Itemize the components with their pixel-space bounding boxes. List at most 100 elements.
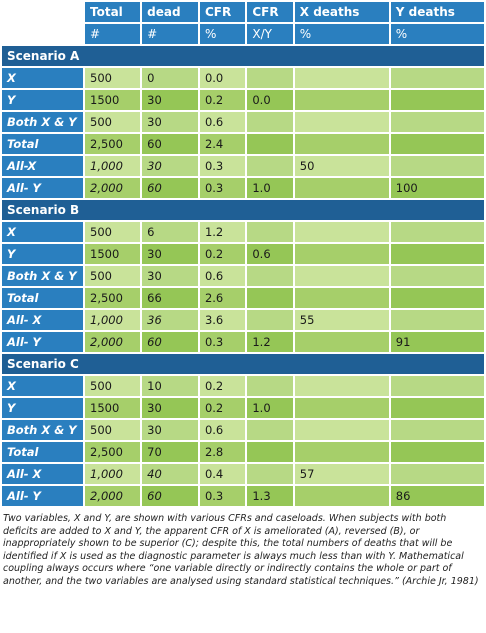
table-row: Y 1500 30 0.2 0.0: [2, 90, 484, 110]
cell-y-deaths: [390, 266, 484, 286]
cell-cfr: 0.6: [199, 112, 246, 132]
cell-cfr: 3.6: [199, 310, 246, 330]
cell-cfr: 2.8: [199, 442, 246, 462]
cell-dead: 60: [142, 178, 198, 198]
table-row: All- Y 2,000 60 0.3 1.3 86: [2, 486, 484, 506]
cell-x-deaths: [294, 222, 389, 242]
cell-ratio: [247, 266, 293, 286]
cell-total: 1500: [85, 244, 141, 264]
header-y-deaths: Y deaths: [390, 2, 484, 22]
cell-cfr: 0.6: [199, 420, 246, 440]
cell-cfr: 2.6: [199, 288, 246, 308]
row-label: All- Y: [2, 332, 83, 352]
cell-ratio: [247, 134, 293, 154]
cell-dead: 30: [142, 244, 198, 264]
cell-dead: 30: [142, 90, 198, 110]
units-row: # # % X/Y % %: [2, 24, 484, 44]
cell-dead: 30: [142, 112, 198, 132]
units-corner: [2, 24, 83, 44]
unit-dead: #: [142, 24, 198, 44]
cell-total: 1500: [85, 90, 141, 110]
table-caption: Two variables, X and Y, are shown with v…: [3, 513, 479, 587]
header-cfr: CFR: [199, 2, 246, 22]
cell-y-deaths: [390, 222, 484, 242]
cell-y-deaths: [390, 442, 484, 462]
header-dead: dead: [142, 2, 198, 22]
cell-ratio: [247, 222, 293, 242]
cell-cfr: 0.3: [199, 156, 246, 176]
row-label: All- Y: [2, 486, 83, 506]
cell-dead: 6: [142, 222, 198, 242]
cell-dead: 10: [142, 376, 198, 396]
cell-y-deaths: [390, 398, 484, 418]
cell-total: 2,500: [85, 442, 141, 462]
cell-dead: 66: [142, 288, 198, 308]
row-label: Both X & Y: [2, 266, 83, 286]
cell-y-deaths: [390, 420, 484, 440]
header-cfr-ratio: CFR: [247, 2, 293, 22]
scenario-title: Scenario B: [2, 200, 484, 220]
header-total: Total: [85, 2, 141, 22]
table-row: Total 2,500 60 2.4: [2, 134, 484, 154]
cell-y-deaths: [390, 156, 484, 176]
cell-y-deaths: [390, 376, 484, 396]
cell-dead: 70: [142, 442, 198, 462]
cell-x-deaths: [294, 486, 389, 506]
cell-dead: 60: [142, 134, 198, 154]
cell-x-deaths: [294, 68, 389, 88]
table-row: X 500 6 1.2: [2, 222, 484, 242]
cell-y-deaths: [390, 134, 484, 154]
cell-y-deaths: [390, 90, 484, 110]
cell-y-deaths: [390, 464, 484, 484]
row-label: Y: [2, 398, 83, 418]
table-row: Total 2,500 70 2.8: [2, 442, 484, 462]
row-label: Total: [2, 288, 83, 308]
cell-ratio: [247, 156, 293, 176]
cell-total: 2,000: [85, 332, 141, 352]
row-label: All- X: [2, 464, 83, 484]
cell-total: 500: [85, 420, 141, 440]
cell-y-deaths: 86: [390, 486, 484, 506]
cell-total: 2,500: [85, 134, 141, 154]
row-label: All-X: [2, 156, 83, 176]
cell-x-deaths: [294, 420, 389, 440]
cell-cfr: 0.2: [199, 90, 246, 110]
row-label: Total: [2, 134, 83, 154]
cell-x-deaths: 55: [294, 310, 389, 330]
cell-dead: 0: [142, 68, 198, 88]
cell-ratio: 1.0: [247, 398, 293, 418]
cell-ratio: 0.0: [247, 90, 293, 110]
cell-total: 500: [85, 222, 141, 242]
cell-x-deaths: 57: [294, 464, 389, 484]
cell-x-deaths: [294, 90, 389, 110]
cell-cfr: 0.6: [199, 266, 246, 286]
cell-total: 1,000: [85, 464, 141, 484]
cell-total: 500: [85, 112, 141, 132]
cell-y-deaths: [390, 244, 484, 264]
table-row: Y 1500 30 0.2 0.6: [2, 244, 484, 264]
cell-dead: 30: [142, 398, 198, 418]
header-corner: [2, 2, 83, 22]
cell-ratio: [247, 376, 293, 396]
cell-cfr: 0.0: [199, 68, 246, 88]
table-row: Total 2,500 66 2.6: [2, 288, 484, 308]
cell-x-deaths: [294, 134, 389, 154]
cell-y-deaths: [390, 112, 484, 132]
cell-y-deaths: [390, 288, 484, 308]
table-row: All- Y 2,000 60 0.3 1.0 100: [2, 178, 484, 198]
unit-total: #: [85, 24, 141, 44]
cell-cfr: 0.2: [199, 244, 246, 264]
cell-total: 500: [85, 68, 141, 88]
header-x-deaths: X deaths: [294, 2, 389, 22]
table-row: Both X & Y 500 30 0.6: [2, 112, 484, 132]
table-row: All- Y 2,000 60 0.3 1.2 91: [2, 332, 484, 352]
cell-cfr: 1.2: [199, 222, 246, 242]
cell-x-deaths: [294, 178, 389, 198]
cell-dead: 36: [142, 310, 198, 330]
cell-cfr: 0.2: [199, 376, 246, 396]
row-label: Both X & Y: [2, 112, 83, 132]
cell-dead: 60: [142, 486, 198, 506]
cell-x-deaths: [294, 288, 389, 308]
cell-x-deaths: 50: [294, 156, 389, 176]
cell-y-deaths: [390, 68, 484, 88]
